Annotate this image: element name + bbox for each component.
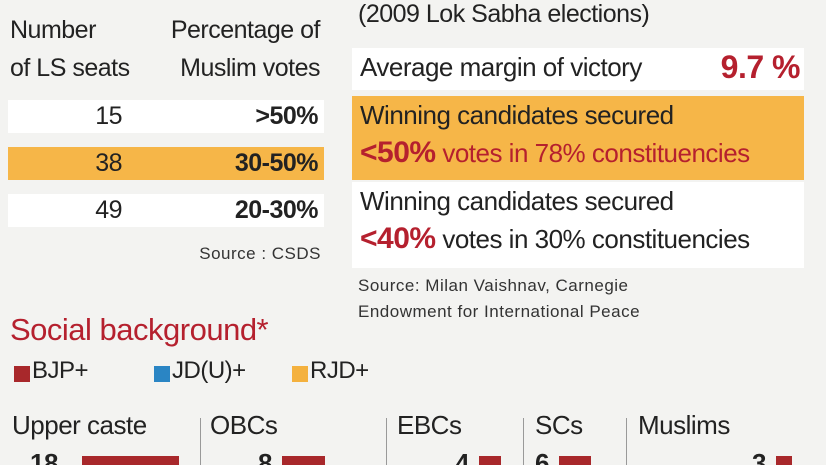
source: Source: Milan Vaishnav, Carnegie: [358, 276, 629, 295]
separator: [626, 418, 627, 465]
bar: [82, 456, 180, 465]
seat-count: 49: [95, 196, 122, 224]
section-title: (2009 Lok Sabha elections): [358, 0, 650, 28]
vote-share: 20-30%: [234, 196, 319, 224]
fact-box: Winning candidates secured <40% votes in…: [352, 182, 804, 268]
fact-highlight: <40%: [360, 222, 436, 255]
seat-count: 15: [95, 102, 122, 130]
separator: [523, 418, 524, 465]
group-value: 8: [258, 448, 272, 465]
group-value: 4: [455, 448, 469, 465]
fact-rest: votes in 78% constituencies: [442, 138, 750, 168]
vote-share: 30-50%: [234, 149, 319, 177]
group-label: EBCs: [397, 410, 462, 440]
bar: [776, 456, 793, 465]
group-value: 3: [752, 448, 766, 465]
fact-line: <50% votes in 78% constituencies: [360, 136, 750, 170]
fact-rest: votes in 30% constituencies: [442, 224, 750, 254]
table-row: [8, 100, 324, 133]
legend-label: JD(U)+: [172, 357, 246, 384]
group-value: 6: [535, 448, 549, 465]
legend-swatch: [292, 366, 308, 382]
margin-value: 9.7 %: [720, 49, 801, 85]
group-label: Upper caste: [12, 410, 147, 440]
bar: [282, 456, 326, 465]
table-row: [8, 194, 324, 227]
margin-label: Average margin of victory: [360, 52, 642, 82]
column-header: Number: [10, 16, 96, 44]
fact-line: <40% votes in 30% constituencies: [360, 222, 750, 256]
group-value: 18: [30, 448, 58, 465]
fact-line: Winning candidates secured: [360, 100, 674, 130]
source: Source : CSDS: [199, 244, 321, 263]
column-header: of LS seats: [10, 54, 130, 82]
table-row: [8, 147, 324, 180]
column-header: Percentage of: [170, 16, 321, 44]
group-label: Muslims: [638, 410, 730, 440]
legend-label: RJD+: [310, 357, 369, 384]
fact-line: Winning candidates secured: [360, 186, 674, 216]
seat-count: 38: [95, 149, 122, 177]
fact-box: Winning candidates secured <50% votes in…: [352, 96, 804, 180]
margin-box: Average margin of victory 9.7 %: [352, 48, 804, 90]
social-title: Social background*: [10, 312, 269, 347]
separator: [200, 418, 201, 465]
column-header: Muslim votes: [180, 54, 320, 82]
legend-swatch: [154, 366, 170, 382]
legend-label: BJP+: [32, 357, 89, 384]
legend-swatch: [14, 366, 30, 382]
separator: [386, 418, 387, 465]
source: Endowment for International Peace: [358, 302, 641, 321]
fact-highlight: <50%: [360, 136, 436, 169]
vote-share: >50%: [255, 102, 318, 130]
bar: [559, 456, 592, 465]
bar: [479, 456, 501, 465]
group-label: SCs: [535, 410, 583, 440]
group-label: OBCs: [210, 410, 278, 440]
